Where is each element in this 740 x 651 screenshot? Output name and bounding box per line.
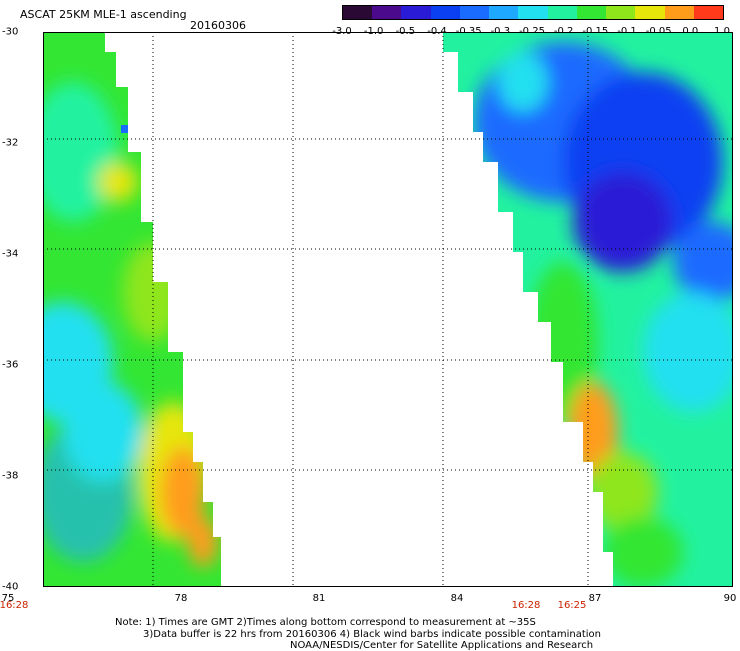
colorbar-swatch <box>489 6 519 19</box>
x-axis-label: 90 <box>724 593 737 604</box>
left-swath <box>43 32 243 587</box>
time-label: 16:25 <box>558 600 587 611</box>
time-label: 16:28 <box>0 600 28 611</box>
colorbar-swatch <box>518 6 548 19</box>
colorbar-swatch <box>460 6 490 19</box>
colorbar-swatch <box>635 6 665 19</box>
map-title: ASCAT 25KM MLE-1 ascending <box>20 9 187 21</box>
y-axis-label: -30 <box>2 27 18 38</box>
colorbar-swatch <box>694 6 724 19</box>
colorbar-swatch <box>548 6 578 19</box>
colorbar-swatch <box>343 6 373 19</box>
y-axis-label: -36 <box>2 360 18 371</box>
map-date: 20160306 <box>190 20 246 32</box>
colorbar <box>342 5 724 20</box>
colorbar-swatch <box>401 6 431 19</box>
colorbar-swatch <box>665 6 695 19</box>
note-line-1: Note: 1) Times are GMT 2)Times along bot… <box>115 617 536 628</box>
time-label: 16:28 <box>512 600 541 611</box>
swath-map <box>43 32 733 587</box>
note-line-3: NOAA/NESDIS/Center for Satellite Applica… <box>290 640 593 651</box>
x-axis-label: 81 <box>313 593 326 604</box>
y-axis-label: -38 <box>2 471 18 482</box>
colorbar-swatch <box>431 6 461 19</box>
y-axis-label: -40 <box>2 582 18 593</box>
x-axis-label: 78 <box>175 593 188 604</box>
colorbar-swatch <box>577 6 607 19</box>
colorbar-swatch <box>372 6 402 19</box>
right-swath <box>443 32 733 587</box>
y-axis-label: -32 <box>2 138 18 149</box>
y-axis-label: -34 <box>2 249 18 260</box>
note-line-2: 3)Data buffer is 22 hrs from 20160306 4)… <box>143 629 601 640</box>
x-axis-label: 87 <box>589 593 602 604</box>
colorbar-swatch <box>606 6 636 19</box>
x-axis-label: 84 <box>451 593 464 604</box>
